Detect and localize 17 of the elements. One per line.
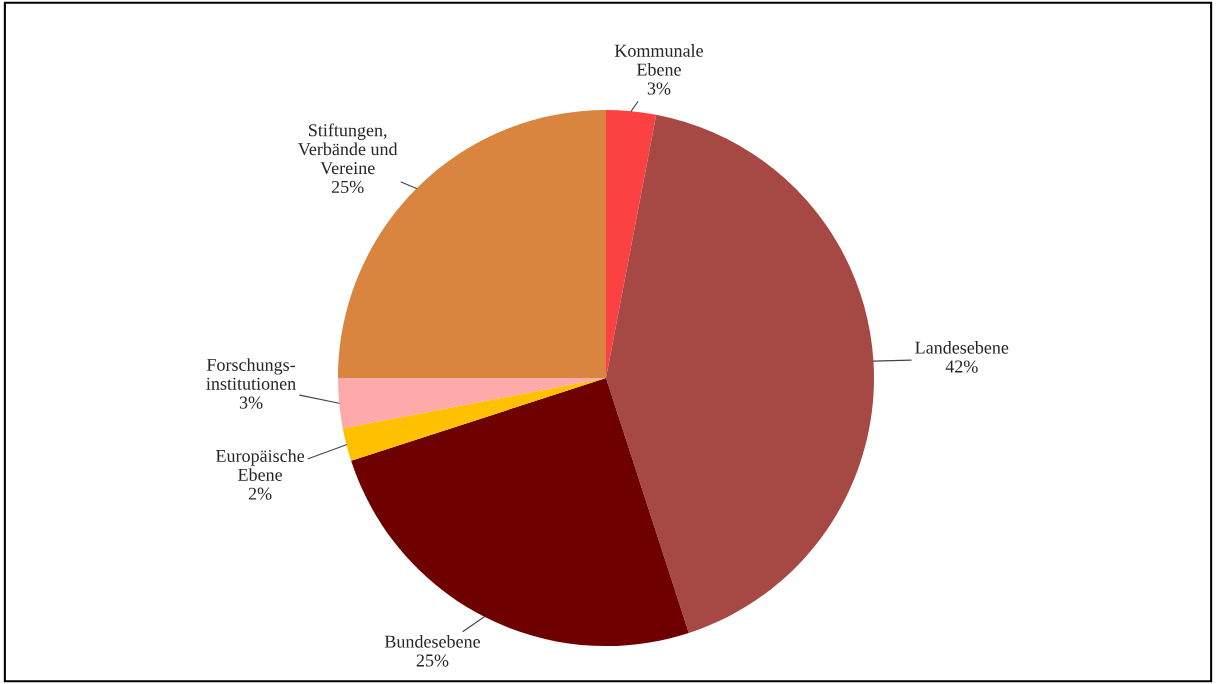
pie-slice bbox=[338, 378, 606, 429]
data-label: 3% bbox=[647, 82, 671, 95]
slice-label: Forschungs- institutionen bbox=[206, 358, 296, 390]
data-label: 25% bbox=[416, 654, 449, 667]
data-label: 25% bbox=[331, 180, 364, 194]
data-label: 42% bbox=[945, 360, 978, 373]
pie-slice bbox=[342, 378, 606, 461]
data-label: 2% bbox=[248, 487, 272, 500]
slice-label: Bundesebene bbox=[384, 634, 480, 648]
slice-label: Kommunale Ebene bbox=[614, 44, 703, 76]
data-label: 3% bbox=[239, 396, 263, 409]
slice-label: Stiftungen, Verbände und Vereine bbox=[298, 123, 398, 175]
slice-label: Europäische Ebene bbox=[215, 449, 305, 481]
pie-slice bbox=[606, 110, 657, 378]
pie-slice bbox=[606, 114, 874, 633]
slice-label: Landesebene bbox=[915, 341, 1009, 354]
pie-slice bbox=[351, 378, 689, 646]
